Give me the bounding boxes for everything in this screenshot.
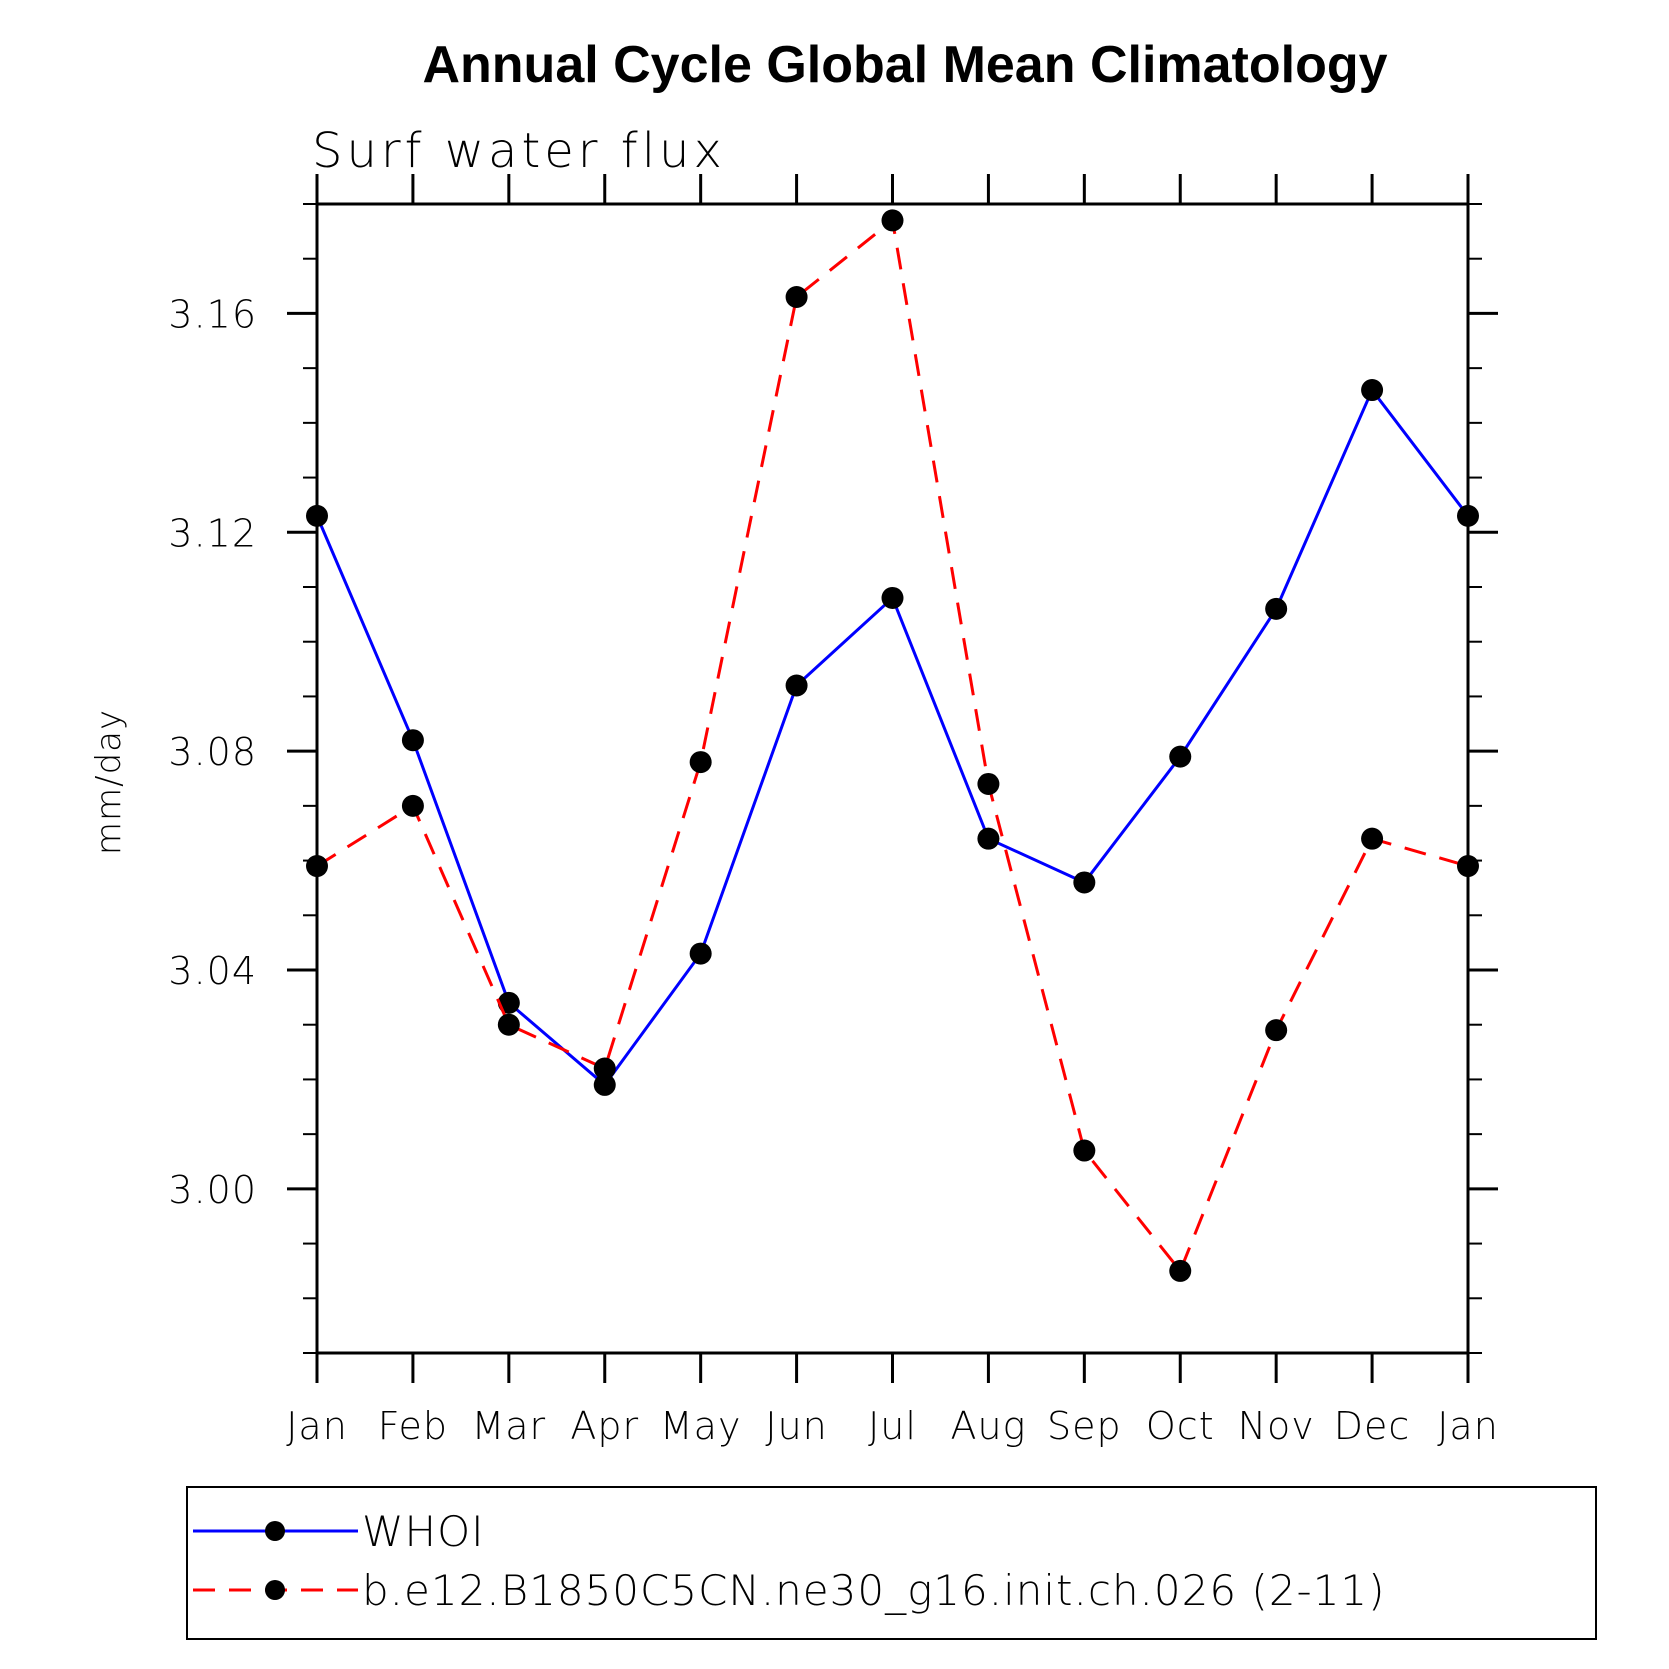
data-point-series-0 [1361, 379, 1384, 402]
y-tick-label: 3.08 [168, 730, 257, 774]
data-point-series-1 [497, 1013, 520, 1036]
x-tick-label: Dec [1334, 1404, 1411, 1448]
x-tick-label: Feb [378, 1404, 448, 1448]
x-tick-label: May [660, 1404, 742, 1448]
x-tick-label: Nov [1238, 1404, 1315, 1448]
y-tick-label: 3.12 [168, 511, 257, 555]
x-tick-label: Oct [1146, 1404, 1215, 1448]
plot-frame [315, 202, 1470, 1355]
y-tick-labels: 3.00 3.04 3.08 3.12 3.16 [168, 292, 257, 1212]
data-point-series-1 [1265, 1019, 1288, 1042]
legend-label-model: b.e12.B1850C5CN.ne30_g16.init.ch.026 (2-… [362, 1566, 1386, 1615]
x-tick-label: Jan [286, 1404, 348, 1448]
data-point-series-1 [401, 794, 424, 817]
data-point-series-0 [401, 729, 424, 752]
data-point-series-1 [881, 209, 904, 232]
data-point-series-0 [881, 586, 904, 609]
x-tick-label: Aug [950, 1404, 1026, 1448]
y-tick-label: 3.04 [168, 949, 257, 993]
x-tick-label: Sep [1047, 1404, 1122, 1448]
data-point-series-1 [689, 751, 712, 774]
data-point-series-0 [593, 1073, 616, 1096]
data-point-series-1 [1361, 827, 1384, 850]
data-point-series-1 [785, 286, 808, 309]
data-point-series-0 [497, 991, 520, 1014]
chart-title: Annual Cycle Global Mean Climatology [422, 36, 1387, 94]
x-tick-label: Jun [765, 1404, 827, 1448]
y-tick-label: 3.00 [168, 1168, 257, 1212]
data-point-series-0 [1265, 597, 1288, 620]
data-point-series-0 [785, 674, 808, 697]
legend-label-whoi: WHOI [362, 1507, 485, 1556]
axis-ticks [287, 174, 1498, 1383]
legend: WHOI b.e12.B1850C5CN.ne30_g16.init.ch.02… [186, 1486, 1597, 1640]
data-point-series-1 [1169, 1259, 1192, 1282]
series-layer [306, 209, 1479, 1282]
x-tick-labels: Jan Feb Mar Apr May Jun Jul Aug Sep Oct Nov Dec Jan [286, 1404, 1499, 1448]
data-point-series-1 [593, 1057, 616, 1080]
y-axis-title: mm/day [89, 709, 129, 855]
legend-marker-whoi [265, 1521, 285, 1541]
series-line-1 [316, 217, 1469, 1274]
x-tick-label: Jan [1437, 1404, 1499, 1448]
y-tick-label: 3.16 [168, 292, 257, 336]
data-point-series-0 [1073, 871, 1096, 894]
x-tick-label: Apr [570, 1404, 639, 1448]
chart-subtitle: Surf water flux [312, 123, 726, 179]
data-point-series-1 [977, 772, 1000, 795]
data-point-series-0 [689, 942, 712, 965]
x-tick-label: Jul [868, 1404, 917, 1448]
data-point-series-0 [977, 827, 1000, 850]
x-tick-label: Mar [471, 1404, 546, 1448]
data-point-series-0 [1169, 745, 1192, 768]
legend-box [186, 1486, 1597, 1640]
legend-marker-model [265, 1580, 285, 1600]
data-point-series-1 [1073, 1139, 1096, 1162]
